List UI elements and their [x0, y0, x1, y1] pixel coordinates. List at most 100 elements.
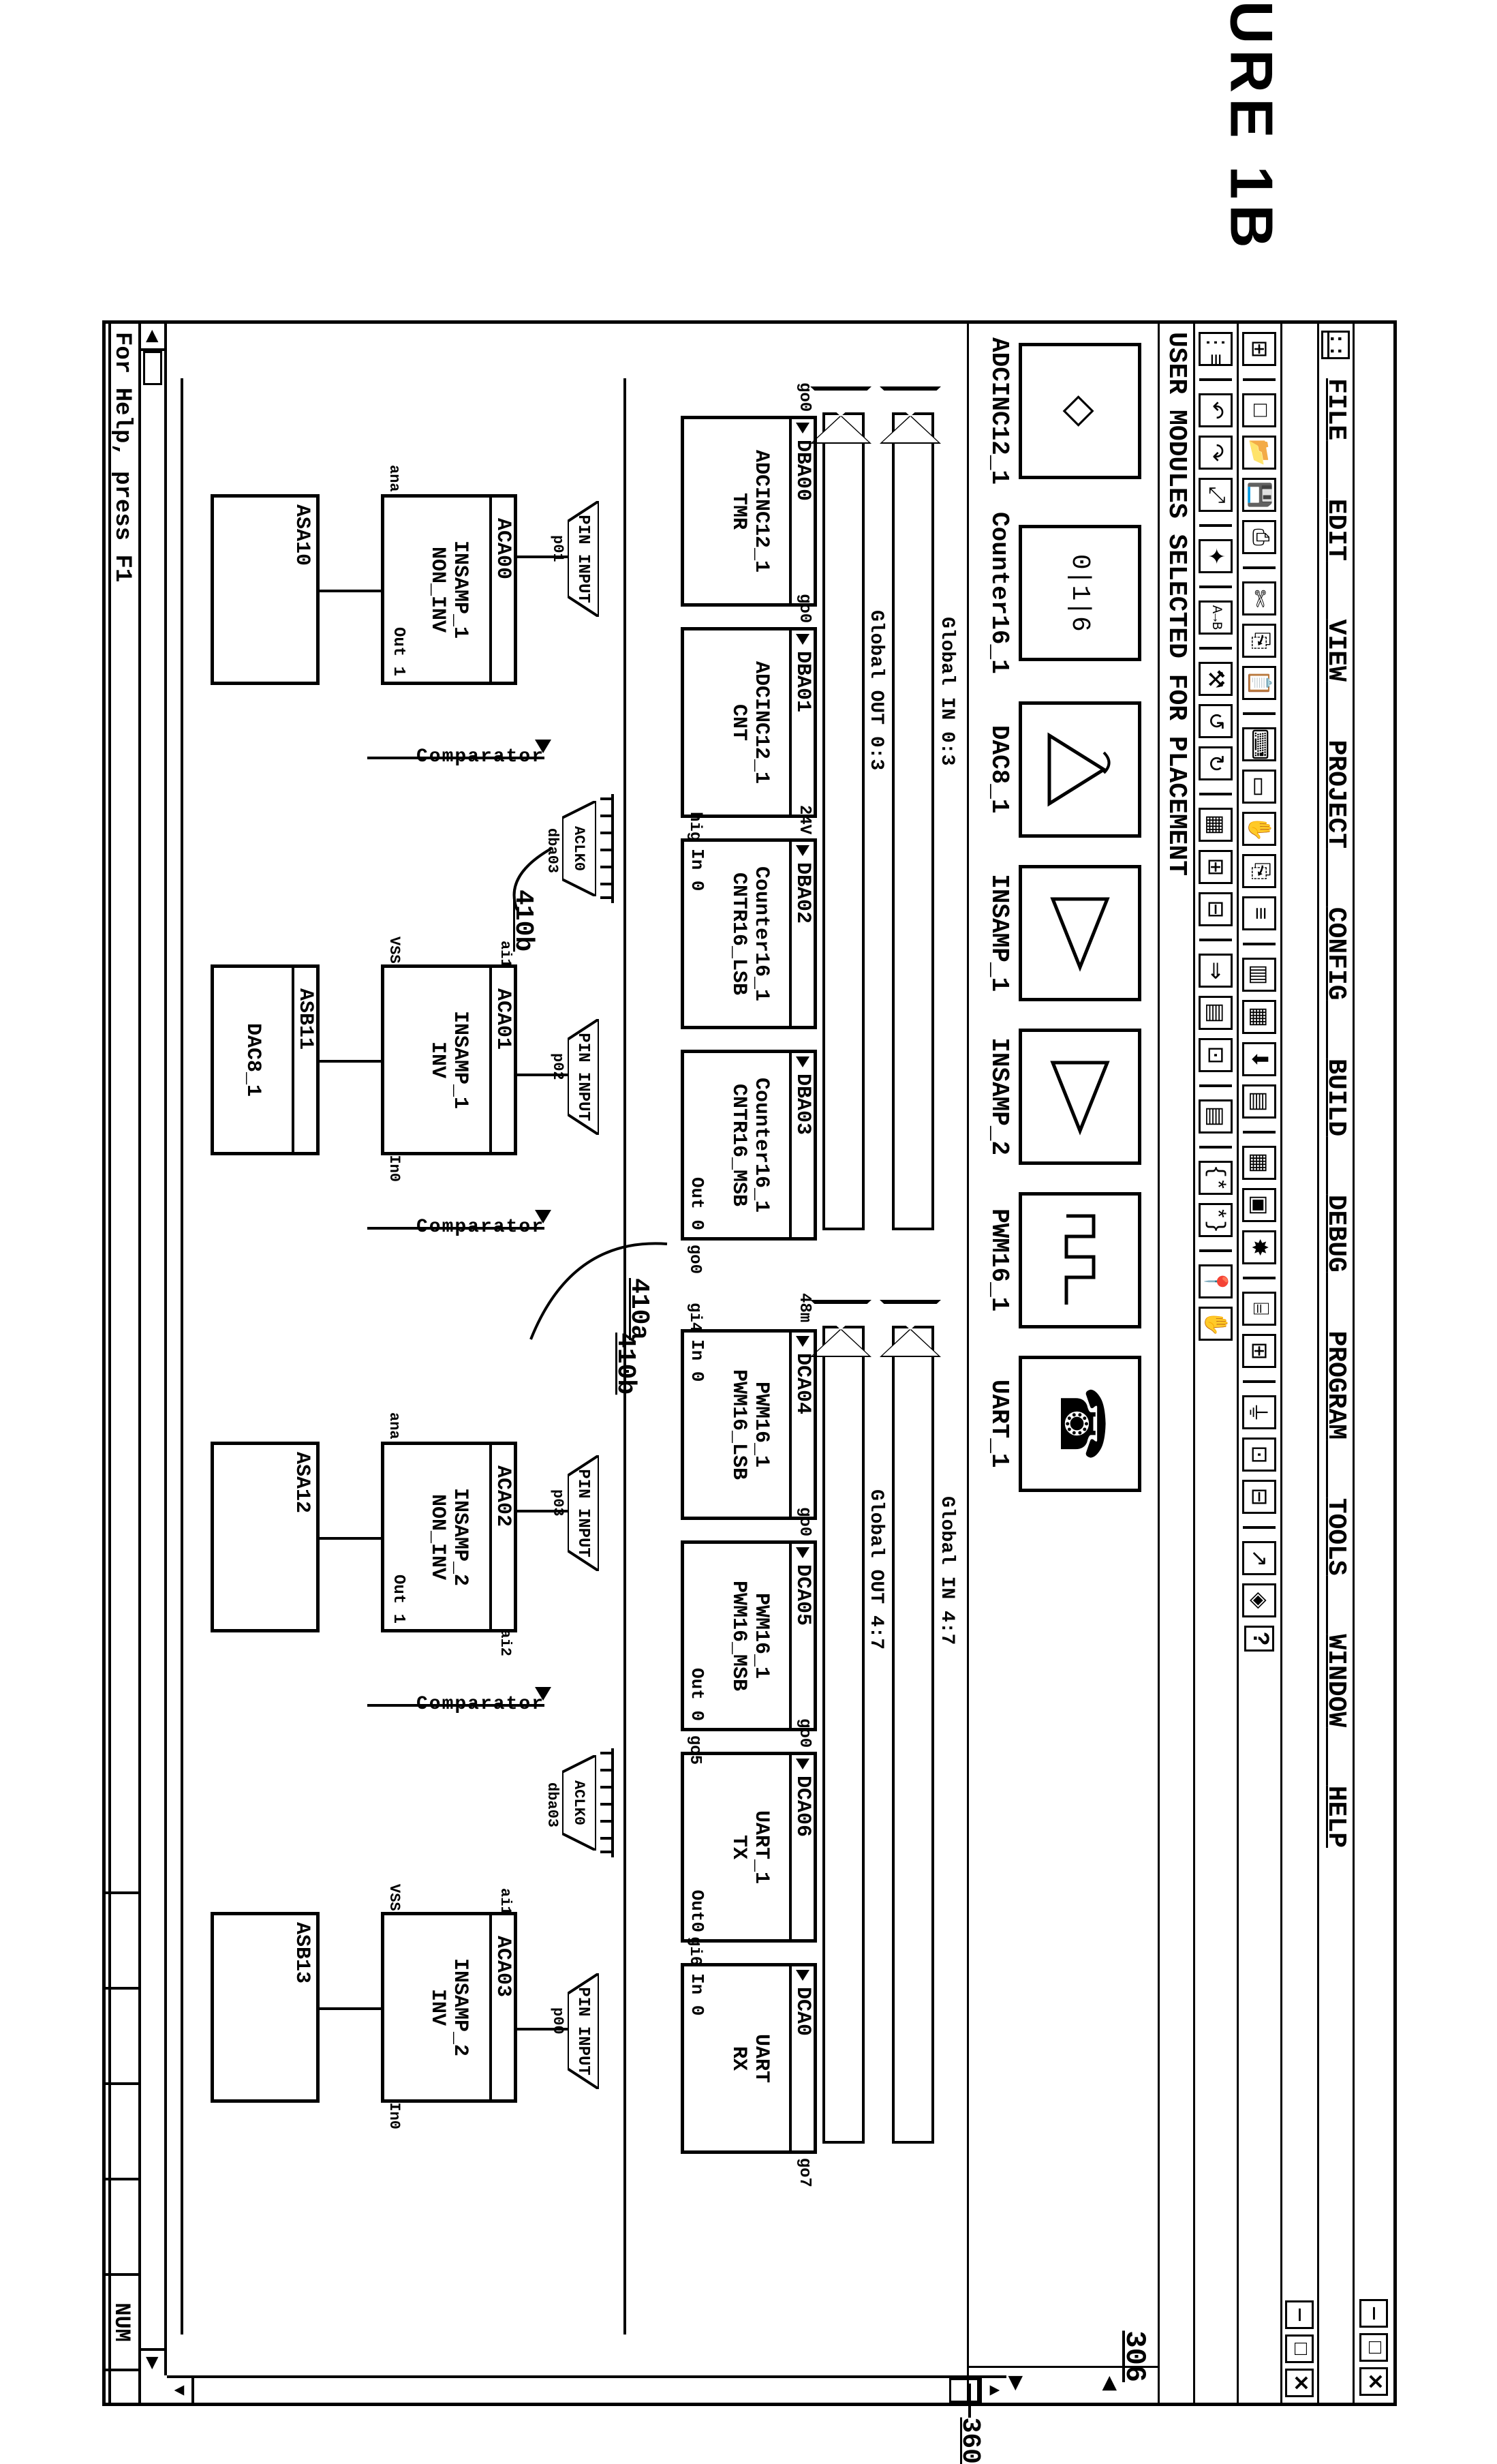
module-counter16[interactable]: 0|1|6 Counter16_1 [985, 512, 1141, 674]
block-aca00[interactable]: ACA00 INSAMP_1NON_INV Out 1 ana [381, 494, 517, 685]
block-aca02[interactable]: ACA02 INSAMP_2NON_INV Out 1 ai2 ana [381, 1442, 517, 1632]
block-aca03[interactable]: ACA03 INSAMP_2INV ai1 VSS In0 [381, 1912, 517, 2103]
wins-icon[interactable]: ⊟ [1243, 1480, 1277, 1514]
menu-program[interactable]: PROGRAM [1321, 1330, 1351, 1440]
saveas-icon[interactable]: ⎙ [1243, 520, 1277, 554]
pininput-2[interactable]: PIN INPUT p03 [568, 1455, 599, 1571]
doc-icon[interactable]: ▤ [1199, 1099, 1233, 1134]
right-icon[interactable]: ⇒ [1199, 954, 1233, 988]
block-dca04[interactable]: 48m DCA04 PWM16_1PWM16_LSB In 0 gi4 [681, 1329, 817, 1520]
pininput-0[interactable]: PIN INPUT p01 [568, 501, 599, 617]
build-icon[interactable]: ▣ [1243, 1188, 1277, 1222]
close-icon[interactable]: ✕ [1360, 2367, 1389, 2396]
help-icon[interactable]: ? [1245, 1626, 1275, 1652]
pin-icon[interactable]: 📍 [1199, 1264, 1233, 1298]
rect-icon[interactable]: ▭ [1243, 770, 1277, 804]
child-maximize-icon[interactable]: □ [1286, 2334, 1314, 2363]
save-icon[interactable]: 💾 [1243, 478, 1277, 512]
block-dba00[interactable]: go0 DBA00 ADCINC12_1TMR [681, 416, 817, 607]
menu-help[interactable]: HELP [1321, 1786, 1351, 1848]
child-close-icon[interactable]: ✕ [1286, 2369, 1314, 2397]
module-insamp2[interactable]: INSAMP_2 [985, 1029, 1141, 1165]
menu-tools[interactable]: TOOLS [1321, 1498, 1351, 1576]
block-dca06[interactable]: go0 DCA06 UART_1TX Out0 [681, 1752, 817, 1943]
table-icon[interactable]: ⊞ [1243, 1334, 1277, 1368]
menu-project[interactable]: PROJECT [1321, 740, 1351, 849]
page-icon[interactable]: ⎘ [1243, 854, 1277, 888]
arrow-icon[interactable]: ↗ [1243, 1541, 1277, 1575]
hammer-icon[interactable]: ⚒ [1199, 662, 1233, 696]
block-dba03[interactable]: DBA03 Counter16_1CNTR16_MSB Out 0 go0 [681, 1050, 817, 1241]
stack-icon[interactable]: ▦ [1243, 1146, 1277, 1180]
module-pwm16[interactable]: PWM16_1 [985, 1192, 1141, 1328]
pininput-1[interactable]: PIN INPUT p02 [568, 1019, 599, 1135]
shelf-scroll-up-icon[interactable]: ◀ [1064, 2366, 1158, 2399]
block-asb11[interactable]: ASB11 DAC8_1 [211, 964, 320, 1155]
scroll-thumb-v[interactable] [949, 2378, 979, 2403]
block-asa12[interactable]: ASA12 [211, 1442, 320, 1632]
open-icon[interactable]: 📂 [1243, 436, 1277, 470]
menu-file[interactable]: FILE [1321, 378, 1351, 440]
keyboard-icon[interactable]: ⌨ [1243, 727, 1277, 761]
tree-icon[interactable]: ⋮≡ [1199, 332, 1233, 366]
horizontal-scrollbar[interactable]: ◀ ▶ [141, 324, 167, 2375]
scroll-right-icon[interactable]: ▶ [141, 2348, 164, 2375]
hand2-icon[interactable]: ✋ [1199, 1307, 1233, 1341]
diamond-icon[interactable]: ◈ [1243, 1583, 1277, 1617]
module-adcinc12[interactable]: ◇ ADCINC12_1 [985, 337, 1141, 485]
menu-build[interactable]: BUILD [1321, 1059, 1351, 1136]
block-dba01[interactable]: go0 DBA01 ADCINC12_1CNT [681, 627, 817, 818]
bug-icon[interactable]: ✸ [1243, 1230, 1277, 1264]
vertical-scrollbar[interactable]: ▲ ▼ [167, 2375, 1006, 2403]
menu-edit[interactable]: EDIT [1321, 499, 1351, 561]
app-icon[interactable]: :: [1322, 331, 1351, 359]
block-dca05[interactable]: go0 DCA05 PWM16_1PWM16_MSB Out 0 go5 [681, 1540, 817, 1731]
split-icon[interactable]: ⊡ [1199, 1038, 1233, 1072]
aclk-0[interactable]: ACLK0 dba03 [562, 801, 596, 896]
grid2-icon[interactable]: ⊞ [1199, 850, 1233, 884]
undo-icon[interactable]: ↺ [1199, 704, 1233, 738]
rotr-icon[interactable]: ↷ [1199, 436, 1233, 470]
block-dba02[interactable]: 24V DBA02 Counter16_1CNTR16_LSB In 0 hig [681, 838, 817, 1029]
win-icon[interactable]: ⊡ [1243, 1438, 1277, 1472]
copy-icon[interactable]: ⎘ [1243, 624, 1277, 658]
paste-icon[interactable]: 📋 [1243, 666, 1277, 700]
module-dac8[interactable]: DAC8_1 [985, 701, 1141, 838]
menu-window[interactable]: WINDOW [1321, 1634, 1351, 1727]
bracel-icon[interactable]: {* [1199, 1161, 1233, 1195]
diag-icon[interactable]: ⤢ [1199, 478, 1233, 512]
list-icon[interactable]: ≡ [1243, 896, 1277, 930]
rotl-icon[interactable]: ↶ [1199, 393, 1233, 427]
minimize-icon[interactable]: — [1360, 2299, 1389, 2328]
hand-icon[interactable]: ✋ [1243, 812, 1277, 846]
wand-icon[interactable]: ✦ [1199, 539, 1233, 573]
block-asa10[interactable]: ASA10 [211, 494, 320, 685]
cut-icon[interactable]: ✄ [1243, 581, 1277, 615]
scroll-left-icon[interactable]: ◀ [141, 324, 164, 351]
grid1-icon[interactable]: ▦ [1199, 808, 1233, 842]
bracer-icon[interactable]: *} [1199, 1203, 1233, 1237]
cols-icon[interactable]: ▦ [1243, 1000, 1277, 1034]
block-asb13[interactable]: ASB13 [211, 1912, 320, 2103]
grid3-icon[interactable]: ⊟ [1199, 892, 1233, 926]
block-aca01[interactable]: ACA01 INSAMP_1INV ai1 VSS In0 [381, 964, 517, 1155]
pininput-3[interactable]: PIN INPUT p00 [568, 1973, 599, 2089]
grid-icon[interactable]: ⊞ [1243, 332, 1277, 366]
new-icon[interactable]: □ [1243, 393, 1277, 427]
maximize-icon[interactable]: □ [1360, 2333, 1389, 2362]
scroll-up-icon[interactable]: ▲ [979, 2378, 1006, 2403]
layout-icon[interactable]: ▤ [1199, 996, 1233, 1030]
scroll-down-icon[interactable]: ▼ [167, 2378, 194, 2403]
redo-icon[interactable]: ↻ [1199, 746, 1233, 780]
scroll-thumb-h[interactable] [143, 351, 162, 385]
chip-icon[interactable]: ⌸ [1243, 1292, 1277, 1326]
block-dca0[interactable]: DCA0 UARTRX In 0 go7 gi6 [681, 1963, 817, 2154]
ab-icon[interactable]: A→B [1199, 600, 1233, 635]
module-insamp1[interactable]: INSAMP_1 [985, 865, 1141, 1001]
child-minimize-icon[interactable]: — [1286, 2300, 1314, 2329]
menu-view[interactable]: VIEW [1321, 620, 1351, 682]
plug-icon[interactable]: ⏚ [1243, 1395, 1277, 1429]
col-icon[interactable]: ▥ [1243, 958, 1277, 992]
down-icon[interactable]: ⬇ [1243, 1042, 1277, 1076]
menu-config[interactable]: CONFIG [1321, 907, 1351, 1001]
